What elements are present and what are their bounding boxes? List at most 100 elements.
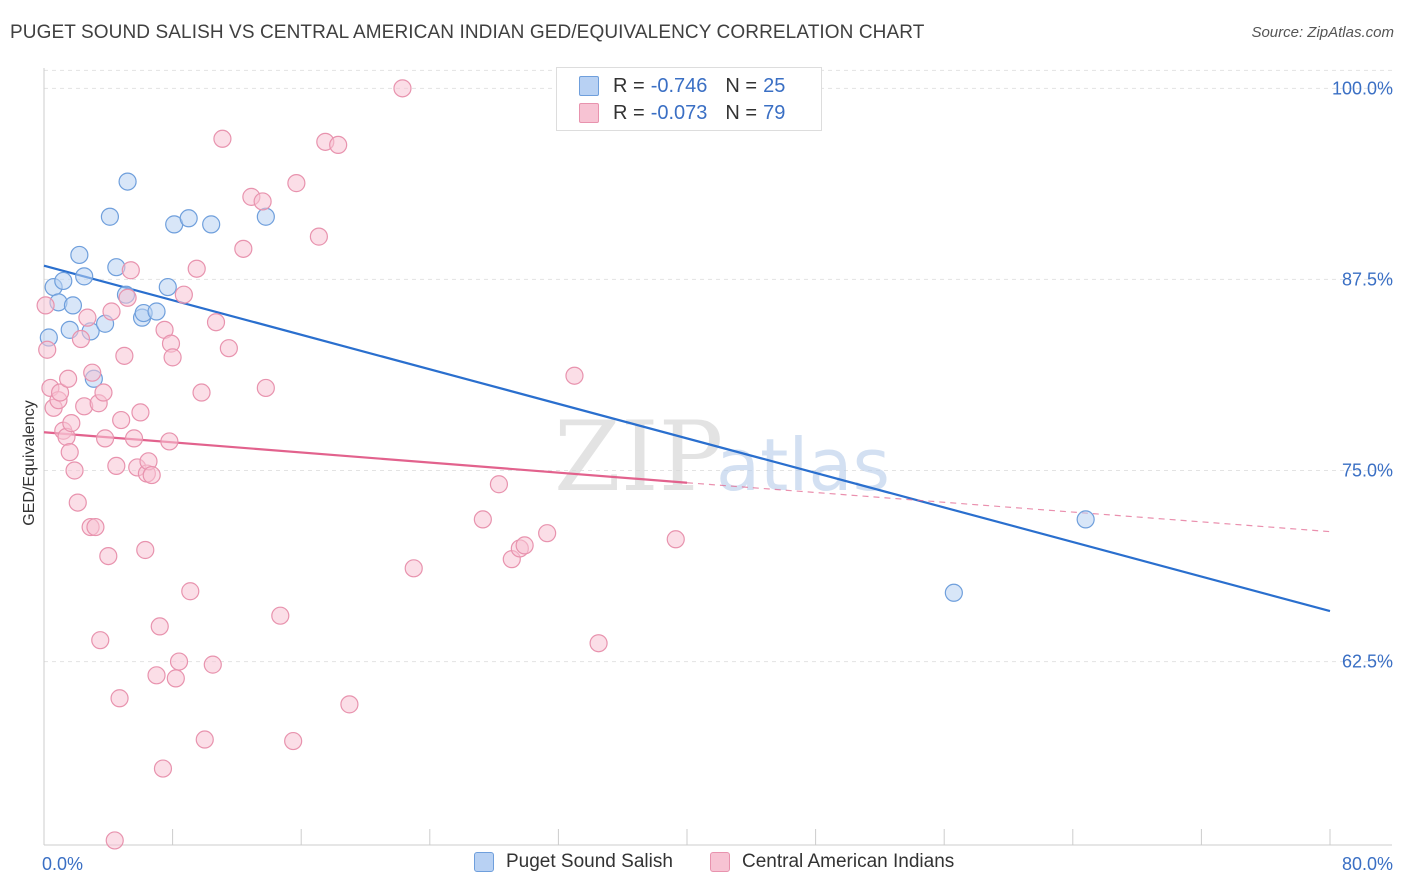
label-layer: 100.0% 87.5% 75.0% 62.5% 0.0% 80.0% GED/Equiva…	[21, 78, 1393, 874]
pink-data-point	[78, 308, 97, 327]
pink-data-point	[195, 730, 214, 749]
legend-item-puget-sound-salish: Puget Sound Salish	[474, 851, 673, 873]
blue-data-point	[75, 267, 94, 286]
axis-layer	[43, 68, 1392, 846]
r-value: -0.746	[650, 74, 708, 97]
blue-data-point	[179, 209, 198, 228]
pink-data-point	[115, 346, 134, 365]
pink-data-point	[83, 363, 102, 382]
pink-data-point	[160, 432, 179, 451]
y-tick-label: 75.0%	[1342, 460, 1393, 480]
pink-data-point	[565, 366, 584, 385]
pink-data-point	[538, 524, 557, 543]
pink-data-point	[329, 135, 348, 155]
pink-data-point	[94, 383, 113, 402]
legend-label: Puget Sound Salish	[506, 851, 673, 872]
pink-data-point	[271, 606, 290, 625]
blue-data-point	[70, 245, 89, 265]
pink-data-point	[38, 340, 57, 359]
source-credit: Source: ZipAtlas.com	[1251, 24, 1394, 41]
stats-legend-row-blue: R = -0.746 N = 25	[579, 73, 785, 99]
x-tick-label: 0.0%	[42, 854, 83, 874]
pink-data-point	[256, 378, 275, 398]
blue-trend-line	[43, 264, 1331, 613]
pink-data-point	[219, 339, 238, 358]
pink-data-point	[666, 530, 685, 549]
pink-data-point	[187, 259, 206, 278]
pink-data-point	[287, 174, 306, 193]
y-tick-label: 62.5%	[1342, 652, 1393, 672]
pink-data-point	[65, 461, 84, 480]
y-tick-label: 100.0%	[1332, 78, 1393, 98]
points-layer	[36, 79, 1095, 850]
blue-data-point	[158, 277, 177, 297]
pink-data-point	[589, 634, 608, 653]
n-value: 25	[763, 74, 786, 97]
pink-data-point	[102, 302, 121, 321]
trend-layer	[43, 264, 1331, 613]
pink-data-point	[60, 443, 79, 462]
legend-swatch-blue	[474, 852, 494, 872]
pink-data-point	[203, 655, 222, 674]
r-value: -0.073	[650, 101, 708, 124]
pink-data-point	[112, 410, 131, 430]
series-legend: Puget Sound Salish Central American Indi…	[0, 851, 1406, 877]
pink-data-point	[142, 465, 161, 485]
pink-data-point	[174, 285, 193, 304]
r-label: R =	[613, 101, 645, 124]
pink-data-point	[121, 261, 140, 280]
pink-data-point	[59, 369, 78, 388]
pink-data-point	[147, 666, 166, 685]
pink-data-point	[150, 617, 169, 636]
pink-data-point	[71, 329, 91, 349]
pink-data-point	[95, 429, 115, 448]
n-value: 79	[763, 101, 786, 124]
pink-data-point	[284, 731, 303, 751]
blue-data-point	[63, 296, 83, 315]
pink-data-point	[489, 475, 509, 494]
blue-data-point	[118, 172, 137, 191]
blue-data-point	[100, 207, 120, 226]
blue-data-point	[147, 302, 166, 321]
pink-data-point	[340, 695, 359, 714]
blue-data-point	[944, 583, 963, 602]
pink-data-point	[124, 429, 144, 448]
pink-data-point	[234, 239, 253, 258]
watermark: ZIP atlas	[554, 401, 890, 513]
pink-data-point	[62, 414, 81, 433]
pink-data-point	[105, 831, 124, 850]
legend-swatch-pink	[710, 852, 730, 872]
pink-data-point	[50, 383, 70, 402]
x-tick-label: 80.0%	[1342, 854, 1393, 874]
n-label: N =	[725, 101, 758, 124]
legend-swatch-blue	[579, 76, 599, 96]
pink-data-point	[99, 546, 118, 566]
pink-data-point	[163, 348, 182, 367]
pink-data-point	[131, 403, 150, 422]
pink-data-point	[253, 192, 272, 211]
pink-data-point	[192, 383, 211, 402]
chart-title: PUGET SOUND SALISH VS CENTRAL AMERICAN I…	[10, 22, 925, 43]
pink-data-point	[309, 227, 328, 246]
stats-legend-row-pink: R = -0.073 N = 79	[579, 100, 785, 126]
pink-data-point	[91, 631, 110, 650]
n-label: N =	[725, 74, 758, 97]
pink-data-point	[68, 493, 87, 512]
pink-trend-line	[43, 431, 688, 484]
pink-data-point	[404, 559, 423, 578]
pink-data-point	[118, 288, 137, 307]
pink-trend-extension	[686, 482, 1331, 533]
r-label: R =	[613, 74, 645, 97]
pink-data-point	[166, 669, 185, 688]
y-tick-label: 87.5%	[1342, 269, 1393, 289]
pink-data-point	[86, 517, 105, 537]
pink-data-point	[206, 313, 226, 332]
pink-data-point	[36, 296, 55, 315]
legend-swatch-pink	[579, 103, 599, 123]
pink-data-point	[169, 652, 189, 671]
watermark-atlas: atlas	[716, 423, 890, 507]
pink-data-point	[515, 536, 534, 555]
blue-data-point	[54, 271, 73, 291]
pink-data-point	[213, 129, 232, 148]
